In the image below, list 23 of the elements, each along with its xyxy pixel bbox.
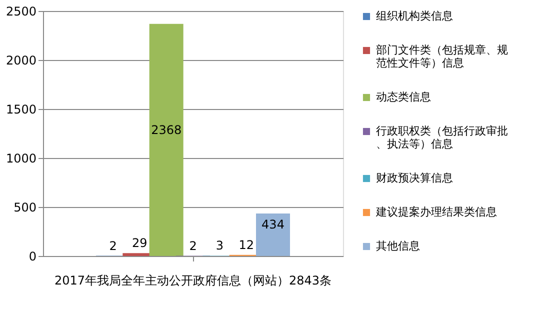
legend-label: 财政预决算信息 — [376, 172, 453, 184]
y-tick-label: 2000 — [6, 54, 36, 68]
legend-label: 动态类信息 — [376, 90, 431, 104]
legend-label: 部门文件类（包括规章、规范性文件等）信息 — [376, 44, 508, 70]
legend-label: 组织机构类信息 — [376, 10, 453, 22]
data-label: 29 — [132, 236, 148, 250]
data-label: 2368 — [151, 122, 182, 137]
data-label: 12 — [238, 238, 254, 252]
legend-label: 行政职权类（包括行政审批、执法等）信息 — [376, 124, 508, 150]
y-tick-label: 0 — [28, 250, 36, 264]
legend-label: 建议提案办理结果类信息 — [375, 206, 497, 218]
y-tick-label: 2500 — [6, 4, 36, 18]
y-tick-label: 1000 — [6, 152, 36, 166]
data-label: 2 — [189, 238, 197, 253]
data-label: 2 — [109, 238, 117, 253]
bar — [149, 24, 184, 256]
data-label: 3 — [216, 238, 224, 253]
x-tick-label: 2017年我局全年主动公开政府信息（网站）2843条 — [54, 274, 332, 288]
y-tick-label: 1500 — [6, 102, 36, 116]
data-label: 434 — [262, 218, 284, 232]
legend-label: 其他信息 — [376, 240, 420, 252]
bar — [256, 213, 290, 256]
y-tick-label: 500 — [14, 200, 36, 214]
